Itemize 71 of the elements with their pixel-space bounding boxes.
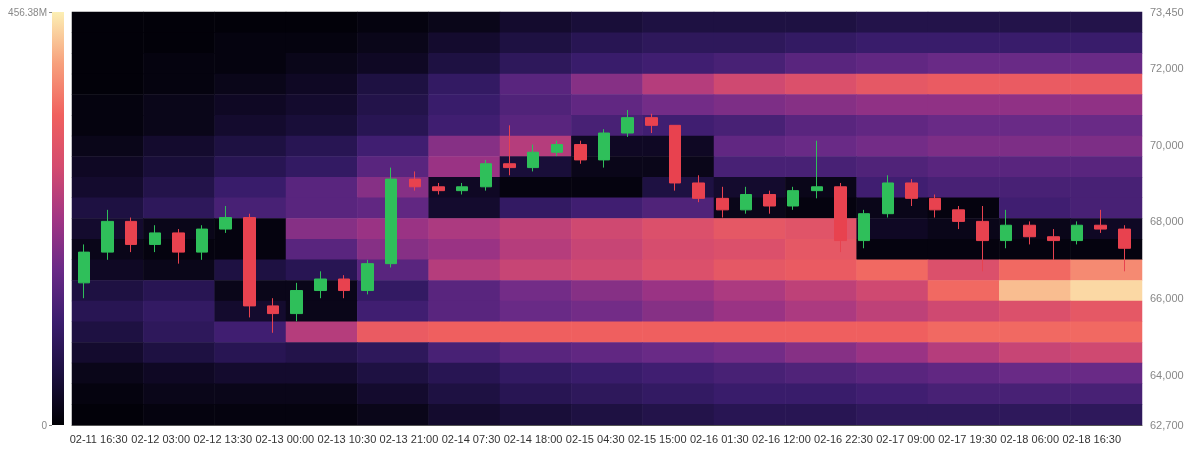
candlestick — [243, 213, 256, 318]
x-tick-label: 02-14 18:00 — [503, 432, 563, 445]
x-tick-label: 02-12 13:30 — [193, 432, 253, 445]
x-tick-label: 02-12 03:00 — [131, 432, 191, 445]
candlestick — [480, 159, 492, 192]
candlestick — [858, 209, 870, 249]
candlestick — [78, 243, 90, 299]
candlestick — [361, 259, 374, 295]
color-bar-label: 456.38M — [8, 6, 47, 18]
candlestick — [834, 182, 847, 253]
candlestick — [125, 217, 137, 253]
candlestick — [290, 282, 303, 322]
candlestick — [905, 178, 918, 207]
candlestick — [432, 182, 445, 195]
x-tick-label: 02-17 19:30 — [938, 432, 997, 445]
x-tick-label: 02-16 22:30 — [814, 432, 873, 445]
candlestick — [692, 174, 705, 203]
candlestick — [338, 274, 350, 299]
color-bar-label: 0 — [41, 419, 48, 431]
candlestick — [503, 124, 516, 176]
candlestick — [621, 109, 634, 138]
candlestick — [1000, 209, 1012, 249]
x-tick-label: 02-14 07:30 — [441, 432, 501, 445]
candlestick — [314, 270, 327, 299]
x-tick-label: 02-17 09:00 — [876, 432, 935, 445]
candlestick — [385, 167, 397, 268]
candlestick — [196, 224, 208, 261]
x-tick-label: 02-13 21:00 — [379, 432, 439, 445]
x-tick-label: 02-15 15:00 — [627, 432, 687, 445]
candlestick — [456, 182, 468, 195]
candlestick — [149, 224, 161, 253]
candlestick — [811, 140, 823, 199]
y-tick-label: 70,000 — [1150, 138, 1184, 151]
candlestick — [1023, 220, 1036, 245]
x-tick-label: 02-11 16:30 — [69, 432, 128, 445]
x-tick-label: 02-13 00:00 — [255, 432, 315, 445]
candlestick — [1118, 224, 1131, 272]
candlestick — [409, 170, 421, 192]
y-tick-label: 62,700 — [1150, 419, 1184, 431]
candlestick — [952, 205, 965, 230]
candlestick — [527, 144, 539, 172]
y-tick-label: 64,000 — [1150, 369, 1184, 382]
x-tick-label: 02-16 01:30 — [689, 432, 749, 445]
candlestick — [787, 186, 799, 211]
candlestick — [598, 128, 610, 169]
candlestick — [1094, 209, 1107, 234]
candlestick — [267, 297, 279, 334]
y-tick-label: 73,450 — [1150, 6, 1184, 18]
x-tick-label: 02-18 06:00 — [1000, 432, 1060, 445]
y-tick-label: 66,000 — [1150, 292, 1184, 305]
candlestick — [551, 140, 563, 157]
candlestick — [976, 205, 989, 272]
candlestick — [929, 193, 941, 219]
candlestick — [740, 186, 752, 215]
candlestick — [882, 174, 894, 219]
candlestick — [669, 124, 681, 192]
candlestick — [645, 113, 658, 134]
y-tick-label: 72,000 — [1150, 61, 1184, 74]
x-tick-label: 02-15 04:30 — [565, 432, 625, 445]
candlestick — [763, 190, 776, 215]
candlestick — [716, 186, 729, 219]
candlestick — [1071, 220, 1083, 245]
x-tick-label: 02-18 16:30 — [1062, 432, 1122, 445]
candlestick — [172, 228, 185, 265]
x-tick-label: 02-13 10:30 — [317, 432, 377, 445]
candlestick — [219, 205, 232, 234]
candlestick — [101, 209, 114, 261]
x-tick-label: 02-16 12:00 — [752, 432, 811, 445]
candlestick — [574, 140, 587, 165]
candlestick — [1047, 228, 1060, 261]
y-tick-label: 68,000 — [1150, 215, 1184, 228]
